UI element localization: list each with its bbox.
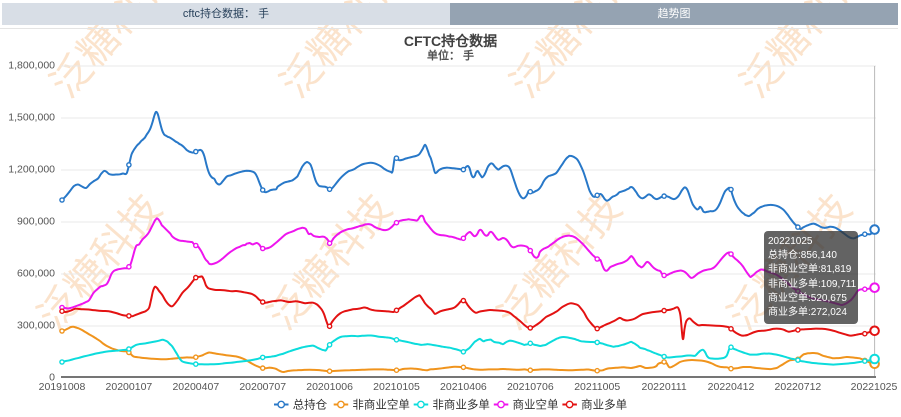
svg-text:泛糖科技: 泛糖科技 — [30, 186, 171, 339]
svg-text:20221025: 20221025 — [851, 381, 898, 393]
svg-text:0: 0 — [49, 372, 55, 384]
svg-text:泛糖科技: 泛糖科技 — [260, 186, 401, 339]
svg-text:1,200,000: 1,200,000 — [8, 164, 55, 176]
svg-text:20220111: 20220111 — [642, 381, 687, 393]
svg-text:泛糖科技: 泛糖科技 — [490, 186, 631, 339]
svg-text:总持仓: 总持仓 — [293, 398, 328, 412]
svg-text:20220712: 20220712 — [775, 381, 822, 393]
svg-text:300,000: 300,000 — [17, 320, 55, 332]
svg-text:1,800,000: 1,800,000 — [8, 60, 55, 72]
svg-text:1,500,000: 1,500,000 — [8, 112, 55, 124]
svg-text:20200407: 20200407 — [172, 381, 219, 393]
svg-text:20210706: 20210706 — [507, 381, 554, 393]
svg-text:20191008: 20191008 — [39, 381, 86, 393]
svg-text:20201006: 20201006 — [306, 381, 353, 393]
svg-text:20210105: 20210105 — [373, 381, 420, 393]
svg-text:商业多单: 商业多单 — [581, 398, 627, 412]
svg-text:900,000: 900,000 — [17, 216, 55, 228]
svg-text:20200107: 20200107 — [106, 381, 153, 393]
svg-text:20200707: 20200707 — [239, 381, 286, 393]
svg-text:20210406: 20210406 — [440, 381, 487, 393]
svg-text:20211005: 20211005 — [574, 381, 620, 393]
svg-text:20220412: 20220412 — [708, 381, 755, 393]
svg-text:600,000: 600,000 — [17, 268, 55, 280]
svg-text:非商业多单: 非商业多单 — [432, 398, 490, 412]
svg-text:非商业空单: 非商业空单 — [352, 398, 410, 412]
svg-text:商业空单: 商业空单 — [513, 398, 559, 412]
